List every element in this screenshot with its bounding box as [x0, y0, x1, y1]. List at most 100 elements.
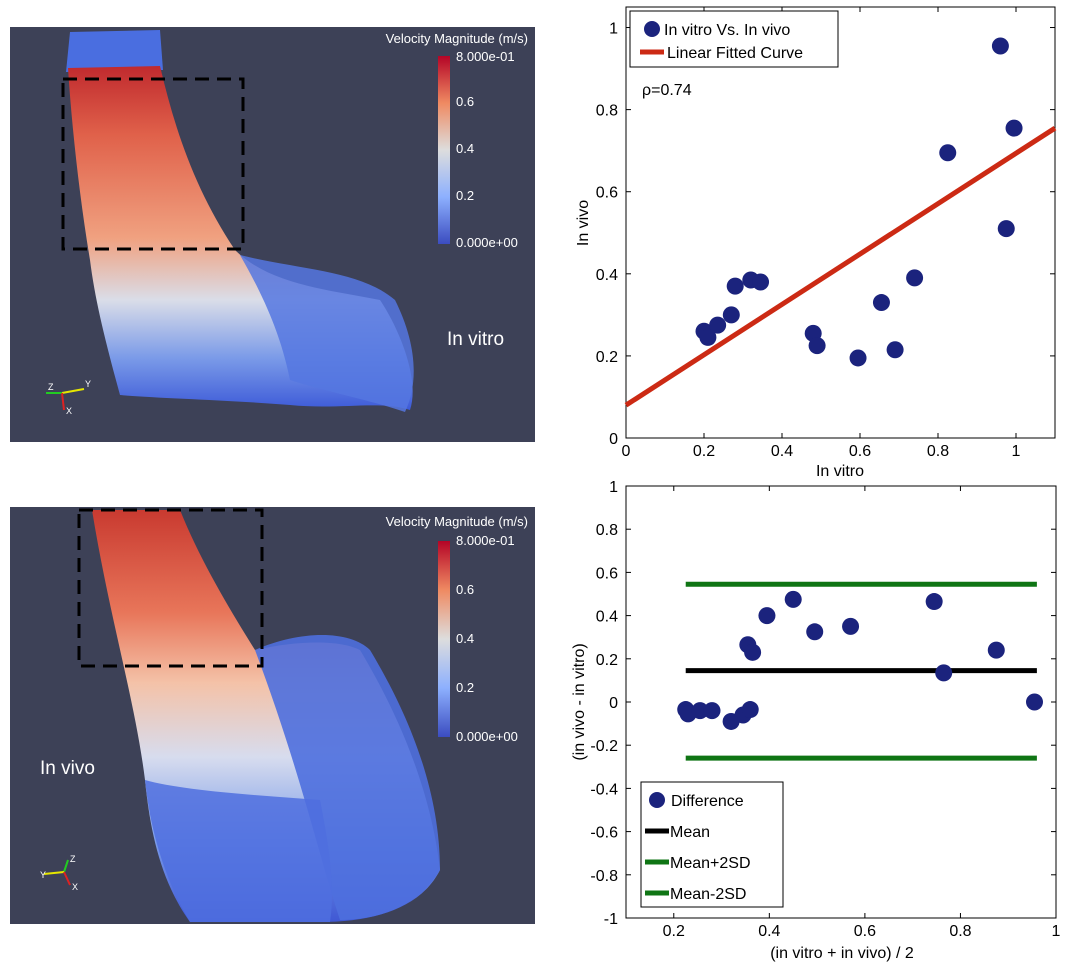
y-tick-label: 0 — [609, 431, 618, 448]
y-tick-label: 0.2 — [596, 349, 618, 366]
y-tick-label: -0.6 — [590, 825, 618, 842]
data-point — [741, 701, 759, 719]
y-tick-label: -0.2 — [590, 738, 618, 755]
data-point — [872, 294, 890, 312]
legend-item: In vitro Vs. In vivo — [664, 22, 790, 39]
colorbar-tick: 0.000e+00 — [456, 235, 518, 250]
legend-box — [629, 10, 839, 68]
x-tick-label: 1 — [1052, 923, 1061, 940]
data-point — [1005, 119, 1023, 137]
data-point — [935, 664, 953, 682]
legend-box — [640, 781, 784, 908]
roi-dashed-box — [77, 508, 264, 668]
y-tick-label: -0.8 — [590, 868, 618, 885]
data-point — [849, 349, 867, 367]
x-tick-label: 0.6 — [854, 923, 876, 940]
legend-item: Linear Fitted Curve — [667, 45, 803, 62]
colorbar-title: Velocity Magnitude (m/s) — [386, 31, 528, 46]
y-tick-label: -1 — [604, 911, 618, 928]
fit-line — [624, 125, 1057, 408]
legend-marker — [649, 792, 665, 808]
colorbar-tick: 0.6 — [456, 94, 474, 109]
y-axis-label: (in vivo - in vitro) — [571, 643, 588, 760]
axis-label-x: X — [66, 406, 72, 416]
data-point — [758, 607, 776, 625]
legend-marker — [644, 21, 660, 37]
tick-layer: 0.2 0.4 0.6 0.8 1 -1 -0.8 -0.6 -0.4 -0.2 0 0.2 0.4 0.… — [590, 479, 1060, 940]
axis-label-z: Z — [70, 854, 76, 864]
legend-item: Difference — [671, 793, 744, 810]
x-tick-label: 0.4 — [758, 923, 780, 940]
flow-plume — [240, 255, 414, 412]
axis-label-x: X — [72, 882, 78, 892]
plot-frame — [625, 6, 1056, 439]
flow-inlet — [66, 30, 163, 72]
data-point — [906, 269, 924, 287]
in-vivo-render-panel: Velocity Magnitude (m/s) 8.000e-01 0.6 0… — [10, 507, 535, 924]
axes-triad-icon: Z Y X — [40, 854, 78, 892]
data-point — [722, 306, 740, 324]
data-point — [709, 316, 727, 334]
axes-triad-icon: Z Y X — [46, 379, 91, 416]
data-point — [691, 702, 709, 720]
colorbar-tick: 8.000e-01 — [456, 533, 515, 548]
data-point — [784, 590, 802, 608]
x-tick-label: 0 — [622, 443, 631, 460]
data-point — [1026, 693, 1043, 711]
data-point — [752, 273, 770, 291]
y-tick-label: 0.6 — [596, 185, 618, 202]
data-point — [726, 277, 744, 295]
correlation-chart: 0 0.2 0.4 0.6 0.8 1 0 0.2 0.4 0.6 0.8 1 ρ=0.74 In v… — [575, 6, 1057, 480]
data-point — [808, 337, 826, 355]
in-vitro-render-panel: Velocity Magnitude (m/s) 8.000e-01 0.6 0… — [10, 27, 535, 442]
flow-plume — [255, 635, 440, 920]
legend: In vitro Vs. In vivo Linear Fitted Curve — [629, 10, 839, 68]
axis-label-y: Y — [40, 870, 46, 880]
colorbar-title: Velocity Magnitude (m/s) — [386, 514, 528, 529]
colorbar-tick: 0.2 — [456, 188, 474, 203]
x-tick-label: 0.2 — [693, 443, 715, 460]
flow-lower — [145, 780, 332, 922]
data-point — [997, 220, 1015, 238]
bland-altman-chart: 0.2 0.4 0.6 0.8 1 -1 -0.8 -0.6 -0.4 -0.2 0 0.2 0.4 0.… — [571, 479, 1061, 962]
data-point — [886, 341, 904, 359]
colorbar-tick: 0.000e+00 — [456, 729, 518, 744]
data-point — [699, 328, 717, 346]
x-tick-label: 0.4 — [771, 443, 793, 460]
panel-label: In vivo — [40, 758, 95, 779]
data-point — [842, 617, 860, 635]
legend-item: Mean+2SD — [670, 855, 751, 872]
tick-layer: 0 0.2 0.4 0.6 0.8 1 0 0.2 0.4 0.6 0.8 1 — [596, 7, 1055, 460]
axis-label-y: Y — [85, 379, 91, 389]
x-tick-label: 1 — [1012, 443, 1021, 460]
data-point — [806, 623, 824, 641]
axis-label-z: Z — [48, 382, 54, 392]
colorbar-tick: 0.4 — [456, 631, 474, 646]
data-point — [703, 702, 721, 720]
roi-dashed-box — [61, 77, 245, 251]
y-tick-label: 1 — [609, 479, 618, 496]
data-point — [744, 643, 762, 661]
data-point — [939, 144, 957, 162]
colorbar-tick: 0.4 — [456, 141, 474, 156]
y-tick-label: 0.8 — [596, 522, 618, 539]
legend-item: Mean — [670, 824, 710, 841]
legend: Difference Mean Mean+2SD Mean-2SD — [640, 781, 784, 908]
correlation-annotation: ρ=0.74 — [642, 82, 692, 99]
y-tick-label: 1 — [609, 21, 618, 38]
data-point — [987, 641, 1005, 659]
y-axis-label: In vivo — [575, 200, 592, 246]
x-tick-label: 0.8 — [927, 443, 949, 460]
colorbar-tick: 0.6 — [456, 582, 474, 597]
colorbar — [438, 56, 450, 244]
points-layer — [695, 37, 1023, 367]
panel-label: In vitro — [447, 329, 504, 350]
points-layer — [677, 590, 1043, 730]
x-tick-label: 0.2 — [663, 923, 685, 940]
y-tick-label: 0.6 — [596, 565, 618, 582]
data-point — [925, 593, 943, 611]
y-tick-label: 0.4 — [596, 609, 618, 626]
legend-item: Mean-2SD — [670, 886, 746, 903]
y-tick-label: 0.8 — [596, 103, 618, 120]
colorbar-tick: 0.2 — [456, 680, 474, 695]
